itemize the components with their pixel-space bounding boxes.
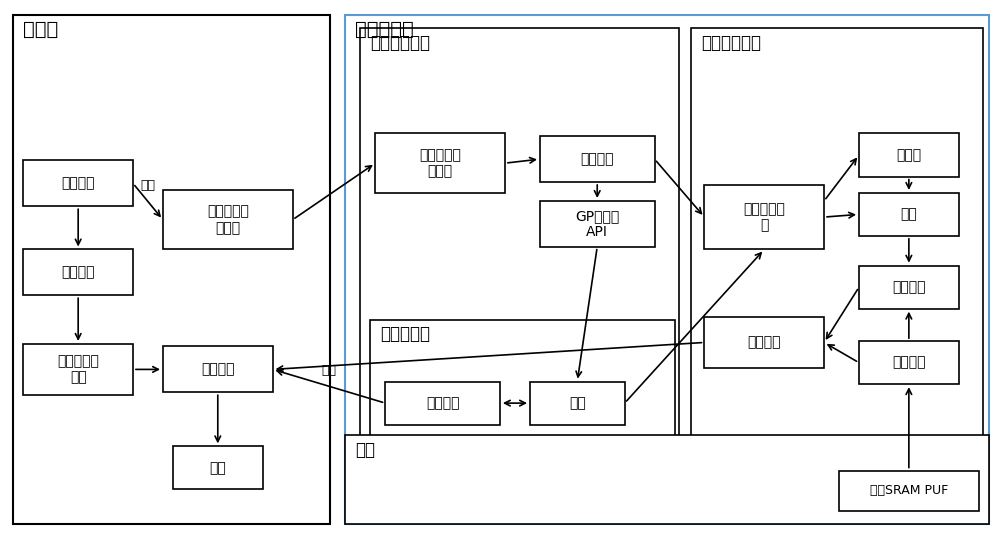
Text: 服务器: 服务器 <box>23 20 59 39</box>
Text: 有效的地址
表格: 有效的地址 表格 <box>57 354 99 384</box>
Text: 签名函数: 签名函数 <box>892 280 926 294</box>
Text: 插桩: 插桩 <box>140 179 155 192</box>
Text: 验证服务: 验证服务 <box>201 363 235 376</box>
Bar <box>13 15 330 525</box>
Bar <box>385 382 500 425</box>
Bar <box>691 28 983 446</box>
Text: 控制流图: 控制流图 <box>61 266 95 279</box>
Text: 跳转函数: 跳转函数 <box>580 152 614 166</box>
Text: 插桩后的目
标程序: 插桩后的目 标程序 <box>207 205 249 235</box>
Bar <box>163 346 273 392</box>
Text: 日志记录函
数: 日志记录函 数 <box>743 202 785 232</box>
Text: 操作系统级: 操作系统级 <box>380 325 430 343</box>
Bar <box>839 470 979 511</box>
Bar <box>859 193 959 236</box>
Text: 可信执行环境: 可信执行环境 <box>701 34 761 51</box>
Text: 驱动: 驱动 <box>569 396 586 410</box>
Bar <box>530 382 625 425</box>
Bar <box>23 249 133 295</box>
Bar <box>23 160 133 207</box>
Bar <box>173 446 263 489</box>
Text: 嵌入式设备: 嵌入式设备 <box>355 20 414 39</box>
Text: 片上SRAM PUF: 片上SRAM PUF <box>870 484 948 497</box>
Text: 结果: 结果 <box>209 461 226 475</box>
Text: 插桩后的目
标程序: 插桩后的目 标程序 <box>419 148 461 178</box>
Bar <box>540 201 655 247</box>
Text: 影子栈: 影子栈 <box>896 148 921 162</box>
Text: 通信服务: 通信服务 <box>426 396 459 410</box>
Text: 普通执行环境: 普通执行环境 <box>370 34 430 51</box>
Bar <box>23 344 133 395</box>
Bar <box>859 266 959 309</box>
Bar <box>540 136 655 182</box>
Text: 日志: 日志 <box>900 208 917 221</box>
Bar <box>859 133 959 177</box>
Bar <box>163 190 293 249</box>
Bar <box>704 185 824 249</box>
Text: 目标程序: 目标程序 <box>61 176 95 190</box>
Bar <box>345 435 989 525</box>
Bar <box>370 320 675 446</box>
Bar <box>360 28 679 446</box>
Text: 硬件: 硬件 <box>355 441 375 459</box>
Bar <box>859 341 959 384</box>
Bar <box>704 317 824 368</box>
Text: 证明服务: 证明服务 <box>748 335 781 350</box>
Bar <box>345 15 989 525</box>
Text: 密钥派生: 密钥派生 <box>892 356 926 370</box>
Bar <box>375 133 505 193</box>
Text: GP客户端
API: GP客户端 API <box>575 209 619 239</box>
Text: 证明: 证明 <box>321 364 336 377</box>
